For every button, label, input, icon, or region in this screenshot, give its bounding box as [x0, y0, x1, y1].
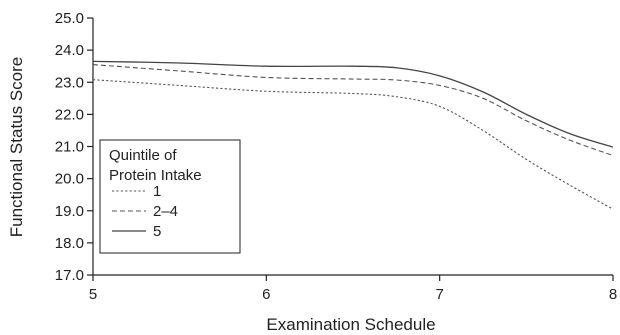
- y-tick-label: 20.0: [55, 171, 84, 188]
- x-tick-label: 5: [89, 286, 97, 303]
- y-tick-label: 24.0: [55, 42, 84, 59]
- legend-label-2: 2–4: [153, 203, 178, 220]
- y-tick-label: 19.0: [55, 203, 84, 220]
- legend-title-line-1: Quintile of: [109, 147, 177, 164]
- y-tick-label: 25.0: [55, 10, 84, 27]
- x-tick-label: 6: [262, 286, 270, 303]
- legend: Quintile of Protein Intake 1 2–4 5: [99, 139, 241, 254]
- legend-title-line-2: Protein Intake: [109, 167, 202, 184]
- y-axis-ticks: 17.0 18.0 19.0 20.0 21.0 22.0 23.0 24.0 25.0: [55, 10, 93, 284]
- legend-label-3: 5: [153, 223, 161, 240]
- legend-box: [99, 139, 241, 254]
- y-tick-label: 23.0: [55, 74, 84, 91]
- x-tick-label: 7: [435, 286, 443, 303]
- series-line-1: [92, 79, 614, 210]
- y-tick-label: 18.0: [55, 235, 84, 252]
- y-tick-label: 21.0: [55, 139, 84, 156]
- x-axis-ticks: 5 6 7 8: [89, 275, 617, 303]
- series-lines: [92, 60, 614, 210]
- series-line-3: [92, 60, 614, 148]
- legend-label-1: 1: [153, 183, 161, 200]
- x-tick-label: 8: [609, 286, 617, 303]
- legend-items: 1 2–4 5: [112, 183, 178, 240]
- y-tick-label: 17.0: [55, 267, 84, 284]
- x-axis-title: Examination Schedule: [266, 315, 435, 334]
- y-tick-label: 22.0: [55, 106, 84, 123]
- y-axis-title: Functional Status Score: [7, 57, 26, 237]
- series-line-2: [92, 64, 614, 157]
